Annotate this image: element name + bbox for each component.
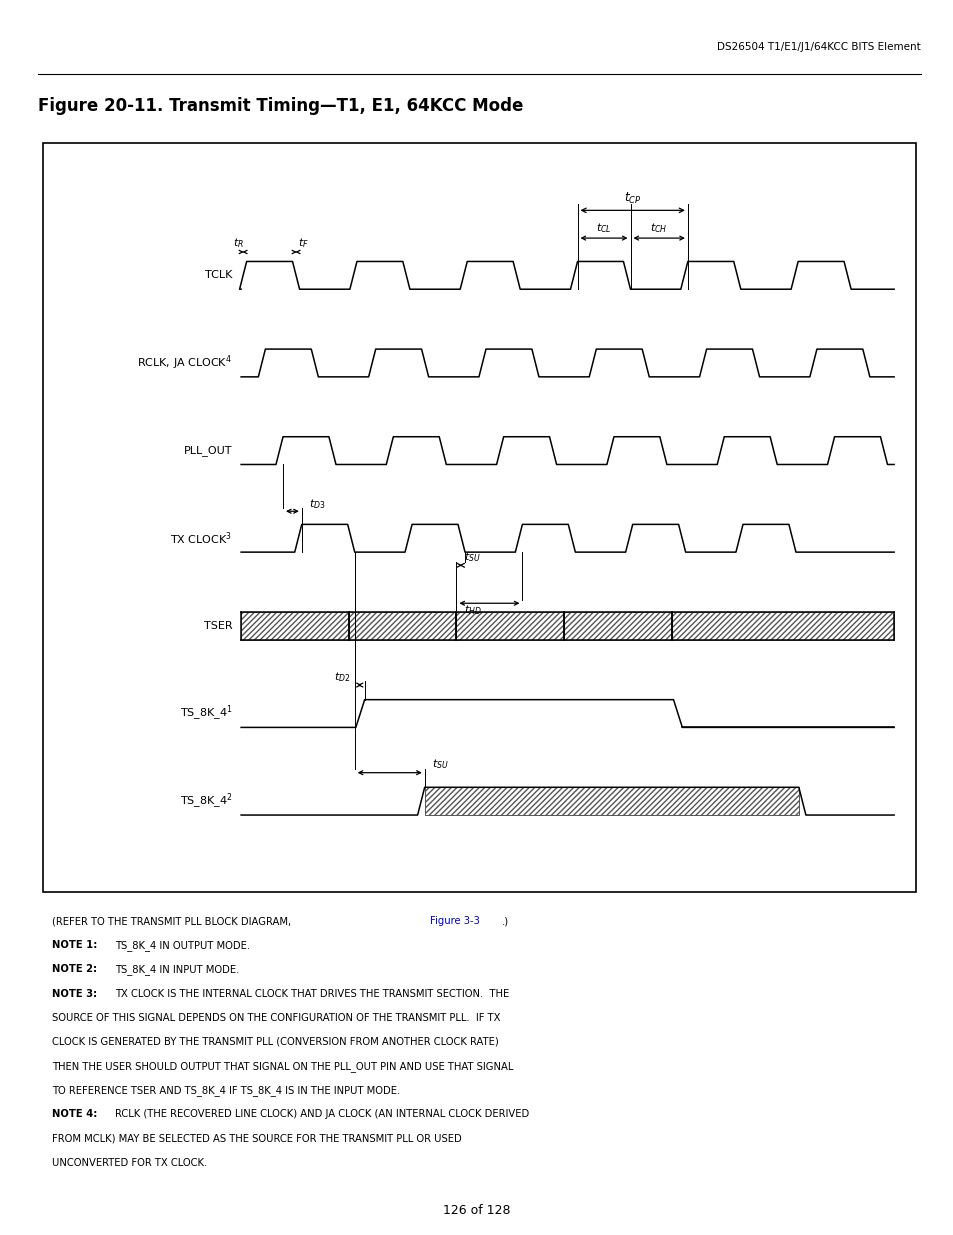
- Text: .): .): [502, 916, 509, 926]
- Bar: [671, 613, 893, 640]
- Text: THEN THE USER SHOULD OUTPUT THAT SIGNAL ON THE PLL_OUT PIN AND USE THAT SIGNAL: THEN THE USER SHOULD OUTPUT THAT SIGNAL …: [52, 1061, 514, 1072]
- Bar: [349, 613, 456, 640]
- Text: TX CLOCK IS THE INTERNAL CLOCK THAT DRIVES THE TRANSMIT SECTION.  THE: TX CLOCK IS THE INTERNAL CLOCK THAT DRIV…: [115, 988, 509, 999]
- Text: (REFER TO THE TRANSMIT PLL BLOCK DIAGRAM,: (REFER TO THE TRANSMIT PLL BLOCK DIAGRAM…: [52, 916, 294, 926]
- Bar: [241, 613, 349, 640]
- Text: PLL_OUT: PLL_OUT: [184, 445, 233, 456]
- Text: $t_{CH}$: $t_{CH}$: [650, 221, 667, 235]
- Text: $t_{SU}$: $t_{SU}$: [463, 550, 479, 564]
- Bar: [563, 613, 671, 640]
- Text: $t_{HD}$: $t_{HD}$: [463, 604, 481, 618]
- Text: 126 of 128: 126 of 128: [443, 1204, 510, 1216]
- Text: TS_8K_4$^2$: TS_8K_4$^2$: [179, 792, 233, 811]
- Text: $t_{CL}$: $t_{CL}$: [596, 221, 611, 235]
- Text: $t_{D2}$: $t_{D2}$: [334, 669, 350, 684]
- Text: TS_8K_4 IN INPUT MODE.: TS_8K_4 IN INPUT MODE.: [115, 965, 239, 976]
- Text: $t_{D3}$: $t_{D3}$: [309, 496, 325, 510]
- Text: $t_F$: $t_F$: [297, 236, 308, 249]
- Text: $t_{SU}$: $t_{SU}$: [432, 757, 448, 772]
- Text: RCLK (THE RECOVERED LINE CLOCK) AND JA CLOCK (AN INTERNAL CLOCK DERIVED: RCLK (THE RECOVERED LINE CLOCK) AND JA C…: [115, 1109, 529, 1119]
- Bar: [671, 613, 893, 640]
- Text: TS_8K_4$^1$: TS_8K_4$^1$: [179, 704, 233, 724]
- Bar: [456, 613, 563, 640]
- Text: Figure 20-11. Transmit Timing—T1, E1, 64KCC Mode: Figure 20-11. Transmit Timing—T1, E1, 64…: [38, 98, 523, 115]
- Text: TS_8K_4 IN OUTPUT MODE.: TS_8K_4 IN OUTPUT MODE.: [115, 940, 251, 951]
- Text: FROM MCLK) MAY BE SELECTED AS THE SOURCE FOR THE TRANSMIT PLL OR USED: FROM MCLK) MAY BE SELECTED AS THE SOURCE…: [52, 1134, 462, 1144]
- Bar: [456, 613, 563, 640]
- Text: SOURCE OF THIS SIGNAL DEPENDS ON THE CONFIGURATION OF THE TRANSMIT PLL.  IF TX: SOURCE OF THIS SIGNAL DEPENDS ON THE CON…: [52, 1013, 500, 1023]
- Text: Figure 3-3: Figure 3-3: [429, 916, 479, 926]
- Text: NOTE 4:: NOTE 4:: [52, 1109, 101, 1119]
- Text: NOTE 2:: NOTE 2:: [52, 965, 101, 974]
- Text: RCLK, JA CLOCK$^4$: RCLK, JA CLOCK$^4$: [137, 353, 233, 372]
- Bar: [424, 787, 798, 815]
- Text: TCLK: TCLK: [205, 270, 233, 280]
- Bar: [563, 613, 671, 640]
- Text: $t_{CP}$: $t_{CP}$: [623, 190, 640, 206]
- Text: $t_R$: $t_R$: [233, 236, 244, 249]
- Text: TX CLOCK$^3$: TX CLOCK$^3$: [170, 530, 233, 547]
- Text: CLOCK IS GENERATED BY THE TRANSMIT PLL (CONVERSION FROM ANOTHER CLOCK RATE): CLOCK IS GENERATED BY THE TRANSMIT PLL (…: [52, 1037, 498, 1047]
- Bar: [241, 613, 349, 640]
- Text: TSER: TSER: [203, 621, 233, 631]
- Text: UNCONVERTED FOR TX CLOCK.: UNCONVERTED FOR TX CLOCK.: [52, 1158, 208, 1168]
- Bar: [349, 613, 456, 640]
- Text: NOTE 3:: NOTE 3:: [52, 988, 101, 999]
- Text: TO REFERENCE TSER AND TS_8K_4 IF TS_8K_4 IS IN THE INPUT MODE.: TO REFERENCE TSER AND TS_8K_4 IF TS_8K_4…: [52, 1086, 400, 1097]
- Text: DS26504 T1/E1/J1/64KCC BITS Element: DS26504 T1/E1/J1/64KCC BITS Element: [716, 42, 920, 52]
- Text: NOTE 1:: NOTE 1:: [52, 940, 101, 950]
